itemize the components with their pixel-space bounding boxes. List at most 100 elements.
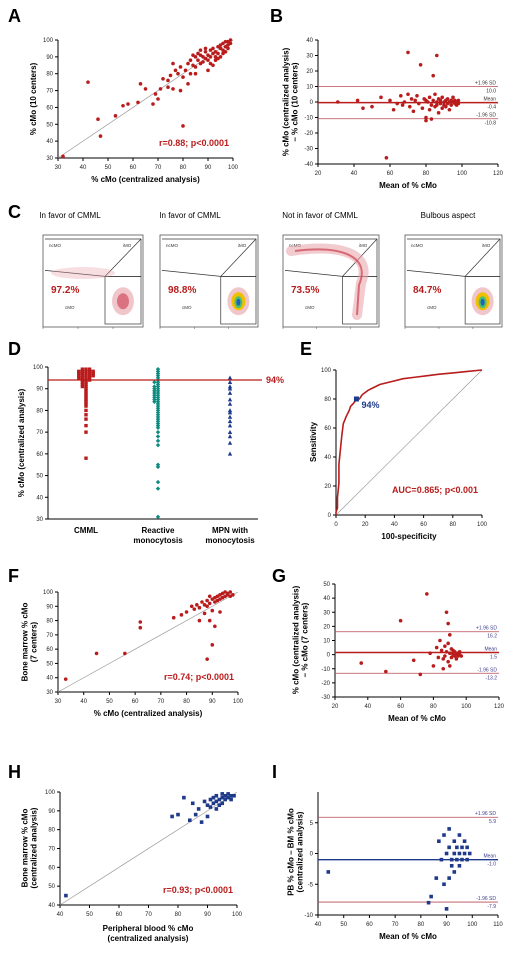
data-point <box>227 379 233 384</box>
data-point <box>429 117 434 121</box>
y-tick-label: 90 <box>46 604 53 610</box>
data-point <box>63 677 68 681</box>
data-point <box>205 803 210 807</box>
data-point <box>431 98 436 103</box>
data-point <box>227 408 233 413</box>
data-point <box>418 63 423 67</box>
data-point <box>84 380 88 384</box>
data-point <box>426 100 430 104</box>
chance-line <box>335 369 483 516</box>
data-point <box>217 803 222 807</box>
y-tick-label: 30 <box>46 690 53 696</box>
data-point <box>189 604 194 609</box>
data-point <box>359 661 364 665</box>
category-label-line: Reactive <box>142 526 175 535</box>
data-point <box>84 369 88 374</box>
data-point <box>211 801 216 806</box>
data-point <box>456 101 461 106</box>
y-axis-label-line: (7 centers) <box>29 621 38 662</box>
data-point <box>370 104 374 109</box>
data-point <box>84 371 88 376</box>
data-point <box>437 839 441 843</box>
data-point <box>186 61 190 66</box>
data-point <box>183 68 188 73</box>
data-point <box>166 85 170 89</box>
data-point <box>199 820 204 824</box>
data-point <box>441 666 446 671</box>
data-point <box>227 386 233 391</box>
gate-label-ncmo: ncMO <box>166 243 179 248</box>
data-point <box>462 851 467 856</box>
data-point <box>77 371 81 376</box>
x-tick-label: 90 <box>209 699 216 705</box>
data-point <box>202 611 207 616</box>
y-axis-label-line: Bone marrow % cMo <box>21 603 30 682</box>
data-point <box>229 793 233 798</box>
data-point <box>176 71 180 76</box>
data-point <box>446 659 450 664</box>
data-point <box>80 380 85 384</box>
y-axis-label: % cMo (centralized analysis) <box>17 388 26 497</box>
data-point <box>220 792 225 796</box>
data-point <box>211 46 215 51</box>
panel-H: 40 50 60 70 80 90 100 40 50 60 70 80 90 100 r=0.93; p<… <box>21 790 243 943</box>
data-point <box>223 39 228 44</box>
y-tick-label: 70 <box>48 847 55 853</box>
data-point <box>447 845 451 850</box>
data-point <box>171 87 175 91</box>
panel-letter-B: B <box>270 6 283 26</box>
y-tick-label: 80 <box>48 828 55 834</box>
stats-annotation: r=0.88; p<0.0001 <box>159 138 229 148</box>
data-point <box>457 650 462 654</box>
data-point <box>84 402 88 406</box>
data-point <box>431 664 436 668</box>
cell-population-tail <box>51 267 115 279</box>
data-point <box>227 429 233 434</box>
data-point <box>84 373 88 378</box>
stats-annotation: r=0.93; p<0.0001 <box>163 885 233 895</box>
flow-plot-title: Bulbous aspect <box>421 211 476 220</box>
panel-I: 40 50 60 70 80 90 100 110 -10 -5 0 5 Mean of % cMo +1… <box>287 792 503 941</box>
cmo-percent: 73.5% <box>291 285 319 296</box>
cmo-gate <box>104 276 142 325</box>
identity-line <box>59 791 238 906</box>
data-point <box>191 53 195 57</box>
data-point <box>226 792 230 796</box>
data-point <box>201 60 205 64</box>
data-point <box>188 71 193 76</box>
x-tick-label: 20 <box>362 522 369 528</box>
data-point <box>87 369 92 374</box>
y-tick-label: 30 <box>306 54 313 60</box>
x-tick-label: 80 <box>183 699 190 705</box>
data-point <box>355 98 360 103</box>
line-value: -0.4 <box>487 105 496 111</box>
y-tick-label: 90 <box>48 809 55 815</box>
y-tick-label: 50 <box>36 474 43 480</box>
data-point <box>197 618 202 623</box>
x-tick-label: 30 <box>55 699 62 705</box>
data-point <box>444 650 449 654</box>
x-tick-label: 60 <box>420 522 427 528</box>
data-point <box>80 371 85 376</box>
y-axis-label: % cMo (centralized analysis)– % cMo (10 … <box>282 47 300 156</box>
data-point <box>206 68 210 73</box>
data-point <box>223 793 227 798</box>
data-point <box>221 51 225 56</box>
line-value: 10.0 <box>486 89 496 95</box>
data-point <box>210 643 215 647</box>
data-point <box>228 38 233 42</box>
data-point <box>227 440 233 445</box>
data-point <box>449 103 454 107</box>
data-point <box>208 55 213 59</box>
gate-label-cmo: cMO <box>65 305 75 310</box>
y-tick-label: 70 <box>36 430 43 436</box>
gate-label-imo: iMO <box>238 243 247 248</box>
y-tick-label: 50 <box>323 582 330 588</box>
x-axis-label: Peripheral blood % cMo (centralized analy… <box>103 924 194 943</box>
data-point <box>138 620 143 624</box>
data-point <box>223 797 227 802</box>
panel-D: 30 40 50 60 70 80 90 100 % cMo (centralized anal… <box>17 365 284 545</box>
data-point <box>181 124 185 128</box>
data-point <box>436 655 441 660</box>
y-tick-label: 60 <box>36 452 43 458</box>
